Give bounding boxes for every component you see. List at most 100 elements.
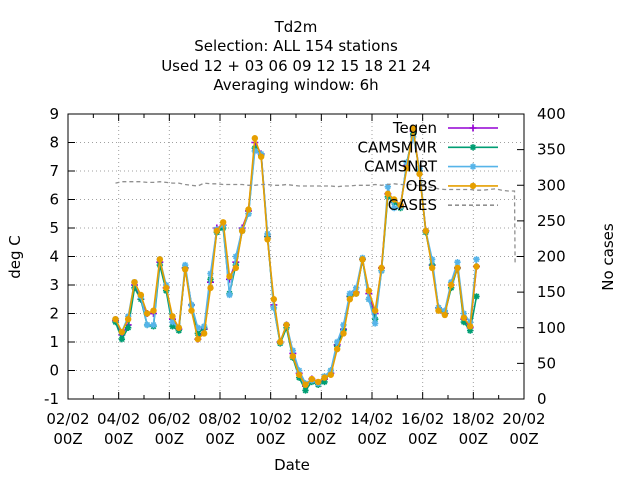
data-point-obs	[112, 316, 119, 323]
data-point-camsnrt	[270, 304, 278, 311]
data-point-camsnrt	[346, 290, 354, 297]
data-point-camsnrt	[188, 301, 195, 309]
data-point-obs	[321, 374, 328, 381]
data-point-camsnrt	[200, 323, 208, 330]
data-point-obs	[270, 296, 278, 303]
title-line-1: Td2m	[274, 18, 318, 36]
data-point-camsnrt	[207, 270, 214, 277]
data-point-obs	[194, 335, 202, 343]
data-point-obs	[238, 227, 246, 235]
y2-tick-label: 0	[537, 390, 547, 408]
data-point-camsnrt	[327, 367, 335, 374]
data-point-obs	[422, 227, 430, 235]
series-line-obs	[114, 128, 478, 387]
data-point-obs	[124, 316, 132, 323]
data-point-obs	[295, 371, 303, 378]
data-point-camsnrt	[245, 210, 252, 217]
data-point-obs	[143, 310, 151, 317]
data-point-obs	[454, 264, 461, 272]
data-point-obs	[428, 264, 436, 272]
y-tick-label: 2	[49, 305, 59, 323]
data-point-camsmmr	[302, 387, 309, 394]
data-point-camsnrt	[169, 318, 176, 326]
x-axis: 02/02 00Z 04/02 00Z 06/02 00Z 08/02 00Z 10/02 00Z…	[46, 114, 546, 448]
y2-axis: 0 50 100 150 200 250 300 350 400	[517, 105, 566, 408]
data-point-camsnrt	[409, 133, 417, 140]
legend-label: CASES	[388, 196, 437, 214]
x-tick-label: 00Z	[509, 430, 538, 448]
data-point-camsnrt	[473, 256, 480, 263]
legend-item-tegen: Tegen	[392, 119, 498, 137]
data-point-obs	[226, 273, 233, 280]
data-point-obs	[175, 324, 183, 331]
legend-label: CAMSMMR	[357, 138, 437, 156]
y2-tick-label: 300	[537, 176, 566, 194]
data-point-obs	[245, 206, 252, 213]
data-point-camsnrt	[340, 321, 347, 329]
x-tick-label: 00Z	[307, 430, 336, 448]
title-line-3: Used 12 + 03 06 09 12 15 18 21 24	[161, 57, 431, 75]
legend-label: Tegen	[392, 119, 437, 137]
y-tick-label: -1	[44, 390, 59, 408]
y-tick-label: 0	[49, 362, 59, 380]
legend-label: CAMSNRT	[364, 158, 438, 176]
data-point-obs	[150, 307, 157, 314]
data-point-obs	[333, 345, 341, 353]
data-point-obs	[390, 196, 398, 203]
data-point-obs	[207, 284, 214, 292]
data-point-camsnrt	[390, 204, 398, 212]
data-point-obs	[308, 375, 316, 383]
data-point-camsmmr	[460, 318, 468, 326]
legend-marker	[469, 163, 477, 170]
y-tick-label: 8	[49, 134, 59, 152]
data-point-obs	[403, 164, 411, 172]
y-tick-label: 7	[49, 162, 59, 180]
data-point-camsnrt	[371, 320, 379, 327]
data-point-obs	[365, 287, 373, 294]
data-point-camsnrt	[143, 321, 151, 329]
data-point-camsnrt	[232, 253, 240, 260]
data-point-camsmmr	[321, 378, 328, 386]
legend-item-camsmmr: CAMSMMR	[357, 138, 498, 156]
data-point-camsmmr	[194, 330, 202, 337]
data-point-obs	[200, 330, 208, 337]
data-point-camsnrt	[454, 259, 461, 266]
legend-item-cases: CASES	[388, 196, 498, 214]
data-point-obs	[473, 263, 480, 270]
x-tick-label: 12/02	[300, 410, 343, 428]
data-point-obs	[188, 307, 195, 314]
y-axis-label: deg C	[6, 235, 24, 279]
data-point-obs	[257, 153, 265, 160]
data-point-obs	[416, 170, 423, 178]
x-tick-label: 14/02	[350, 410, 393, 428]
data-point-obs	[466, 323, 474, 330]
series-group	[112, 125, 516, 394]
data-point-obs	[156, 256, 164, 263]
y2-tick-label: 350	[537, 141, 566, 159]
data-point-camsnrt	[428, 256, 436, 263]
x-tick-label: 00Z	[256, 430, 285, 448]
data-point-obs	[352, 290, 360, 297]
data-point-obs	[283, 321, 290, 329]
y-axis: -1 0 1 2 3 4 5 6 7 8 9	[44, 105, 75, 408]
data-point-obs	[264, 236, 271, 243]
data-point-obs	[289, 353, 297, 360]
x-tick-label: 06/02	[148, 410, 191, 428]
data-point-obs	[346, 296, 354, 303]
legend-label: OBS	[406, 177, 437, 195]
data-point-camsmmr	[118, 335, 126, 343]
legend-item-obs: OBS	[406, 177, 498, 195]
y-tick-label: 4	[49, 248, 59, 266]
data-point-camsmmr	[124, 324, 132, 331]
x-tick-label: 04/02	[97, 410, 140, 428]
x-tick-label: 00Z	[104, 430, 133, 448]
x-tick-label: 00Z	[53, 430, 82, 448]
data-point-obs	[314, 378, 322, 386]
data-point-camsmmr	[169, 323, 176, 330]
x-tick-label: 10/02	[249, 410, 292, 428]
data-point-camsnrt	[333, 338, 341, 346]
x-tick-label: 16/02	[401, 410, 444, 428]
series-obs	[112, 125, 480, 388]
data-point-camsnrt	[194, 324, 202, 331]
